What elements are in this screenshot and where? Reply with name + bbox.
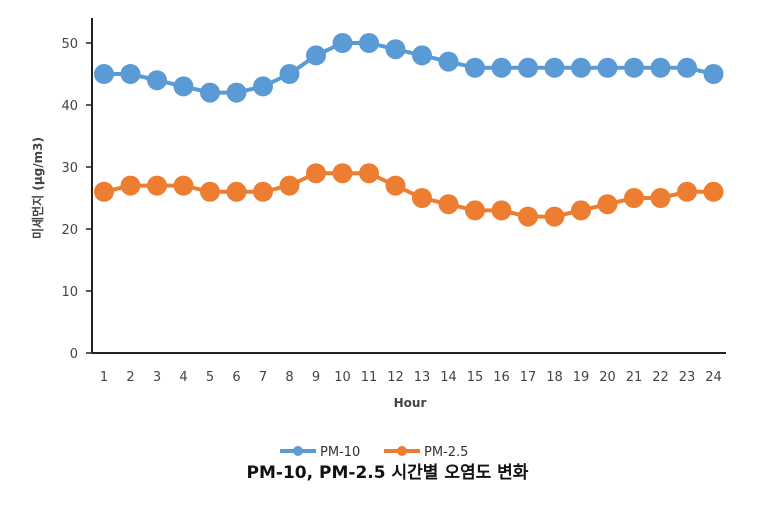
data-point	[544, 206, 565, 227]
data-point	[571, 200, 591, 221]
x-tick-label: 16	[493, 370, 510, 385]
legend-marker	[293, 446, 303, 456]
data-point	[677, 181, 697, 202]
x-tick-label: 11	[361, 370, 378, 385]
data-point	[120, 64, 141, 84]
y-tick-label: 40	[61, 99, 78, 114]
y-axis-title: 미세먼지 (µg/m3)	[30, 137, 45, 239]
data-point	[438, 194, 459, 215]
data-point	[226, 181, 247, 202]
data-point	[412, 45, 432, 66]
data-point	[491, 57, 512, 78]
data-point	[385, 175, 406, 196]
data-point	[465, 200, 485, 221]
data-point	[173, 175, 194, 196]
x-tick-label: 5	[206, 370, 214, 385]
data-point	[597, 57, 618, 78]
data-point	[200, 82, 220, 103]
x-tick-label: 6	[232, 370, 240, 385]
legend-item-PM-10: PM-10	[280, 445, 360, 460]
x-tick-label: 14	[440, 370, 457, 385]
legend-marker	[397, 446, 407, 456]
x-tick-label: 21	[626, 370, 643, 385]
data-point	[677, 57, 697, 78]
series-PM-2.5	[94, 163, 724, 227]
x-tick-label: 18	[546, 370, 563, 385]
x-axis-title: Hour	[394, 396, 427, 410]
data-point	[147, 70, 167, 91]
data-point	[253, 181, 273, 202]
data-point	[253, 76, 273, 97]
data-point	[703, 181, 724, 202]
data-point	[650, 57, 671, 78]
data-point	[94, 64, 114, 84]
data-point	[518, 206, 538, 227]
legend-label: PM-10	[320, 445, 360, 460]
data-point	[465, 57, 485, 78]
x-tick-label: 4	[179, 370, 187, 385]
data-point	[226, 82, 247, 103]
data-point	[518, 57, 538, 78]
data-point	[624, 57, 644, 78]
legend-item-PM-2.5: PM-2.5	[384, 445, 468, 460]
data-point	[597, 194, 618, 215]
data-point	[703, 64, 724, 84]
x-tick-label: 23	[679, 370, 696, 385]
series-line	[104, 41, 714, 95]
data-point	[279, 175, 300, 196]
x-tick-label: 8	[285, 370, 293, 385]
x-tick-label: 24	[705, 370, 722, 385]
data-point	[571, 57, 591, 78]
x-tick-label: 17	[520, 370, 537, 385]
data-point	[173, 76, 194, 97]
data-point	[544, 57, 565, 78]
data-point	[332, 163, 353, 184]
data-point	[200, 181, 220, 202]
x-tick-label: 12	[387, 370, 404, 385]
data-point	[332, 33, 353, 53]
data-point	[306, 45, 326, 66]
x-tick-label: 20	[599, 370, 616, 385]
chart-caption: PM-10, PM-2.5 시간별 오염도 변화	[246, 463, 529, 483]
series-PM-10	[94, 33, 724, 103]
data-point	[147, 175, 167, 196]
x-tick-label: 10	[334, 370, 351, 385]
x-tick-label: 19	[573, 370, 590, 385]
data-point	[438, 51, 459, 72]
data-point	[385, 39, 406, 60]
x-tick-label: 3	[153, 370, 161, 385]
data-point	[120, 175, 141, 196]
y-tick-label: 10	[61, 285, 78, 300]
x-tick-label: 22	[652, 370, 669, 385]
legend-label: PM-2.5	[424, 445, 468, 460]
x-tick-label: 7	[259, 370, 267, 385]
data-point	[359, 163, 379, 184]
x-tick-label: 15	[467, 370, 484, 385]
data-point	[491, 200, 512, 221]
series-line	[103, 171, 714, 219]
series-layer	[94, 33, 724, 227]
y-tick-label: 0	[70, 347, 78, 362]
data-point	[624, 188, 644, 208]
data-point	[94, 181, 114, 202]
data-point	[306, 163, 326, 184]
y-tick-label: 50	[61, 37, 78, 52]
x-axis-ticks: 1 2 3 4 5 6 7 8 9 10 11 12 13 14 15 16 17 18 19 20 21 22 23 24	[100, 370, 722, 385]
data-point	[359, 33, 379, 53]
y-tick-label: 30	[61, 161, 78, 176]
data-point	[412, 188, 432, 208]
data-point	[279, 64, 300, 84]
legend: PM-10 PM-2.5	[280, 445, 468, 460]
data-point	[650, 188, 671, 208]
y-axis-ticks: 0 10 20 30 40 50	[61, 37, 92, 362]
x-tick-label: 13	[414, 370, 431, 385]
x-tick-label: 9	[312, 370, 320, 385]
x-tick-label: 2	[126, 370, 134, 385]
y-tick-label: 20	[61, 223, 78, 238]
x-tick-label: 1	[100, 370, 108, 385]
